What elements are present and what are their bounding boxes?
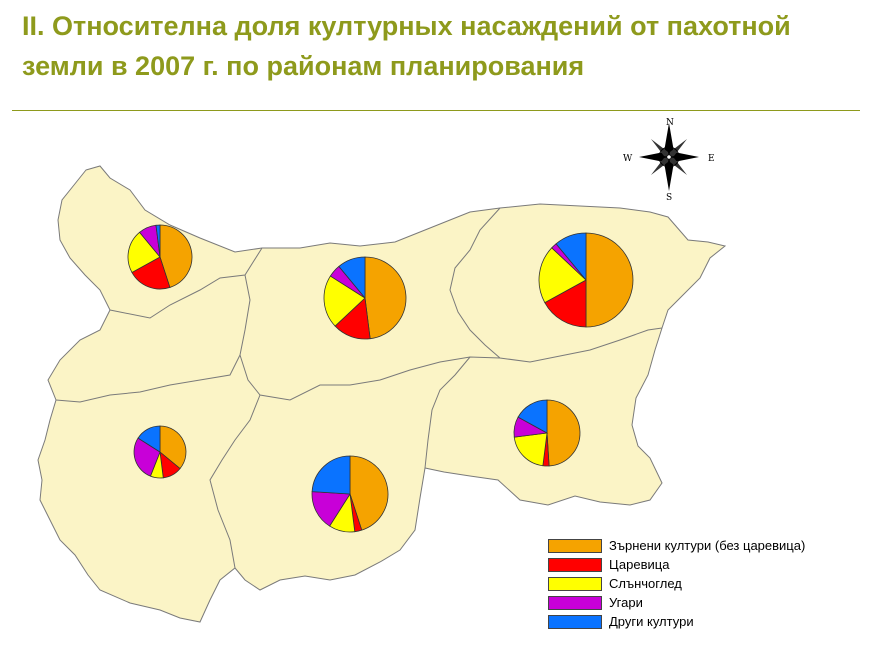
legend-item-maize: Царевица [548, 555, 868, 574]
pie-slice-grain [159, 425, 187, 470]
page-title: II. Относителна доля културных насаждени… [22, 6, 872, 86]
pie-slice-other [517, 399, 548, 434]
pie-chart-severen-centralen [323, 256, 407, 340]
pie-chart-yuzhen-centralen [311, 455, 389, 533]
title-line-2: земли в 2007 г. по районам планирования [22, 51, 585, 81]
pie-slice-grain [364, 256, 407, 340]
legend-label: Други култури [609, 614, 694, 629]
pie-slice-sunflower [538, 247, 587, 304]
pie-slice-grain [349, 455, 389, 531]
region-border [239, 274, 501, 401]
pie-slice-grain [546, 399, 581, 467]
legend-label: Угари [609, 595, 643, 610]
pie-slice-grain [159, 224, 193, 288]
legend-swatch [548, 614, 602, 629]
pie-slice-maize [544, 279, 587, 328]
region-border [55, 354, 241, 403]
compass-label-n: N [666, 118, 674, 128]
pie-slice-fallow [133, 437, 161, 477]
legend-swatch [548, 595, 602, 610]
region-border [209, 394, 261, 569]
pie-slice-other [338, 256, 366, 300]
pie-chart-severoiztochen [538, 232, 634, 328]
legend-swatch [548, 538, 602, 553]
legend-label: Слънчоглед [609, 576, 682, 591]
legend-item-other: Други култури [548, 612, 868, 631]
pie-slice-sunflower [513, 432, 548, 467]
legend-item-fallow: Угари [548, 593, 868, 612]
compass-label-s: S [666, 193, 672, 203]
title-divider [12, 110, 860, 111]
legend-swatch [548, 557, 602, 572]
pie-slice-maize [131, 256, 171, 290]
compass-rose-icon [639, 123, 699, 191]
pie-slice-other [555, 232, 587, 282]
pie-slice-other [311, 455, 351, 495]
compass-label-w: W [623, 154, 633, 164]
legend-label: Царевица [609, 557, 670, 572]
legend-label: Зърнени култури (без царевица) [609, 538, 806, 553]
pie-slice-grain [585, 232, 634, 328]
legend-item-sunflower: Слънчоглед [548, 574, 868, 593]
pie-chart-yugoiztochen [513, 399, 581, 467]
legend-item-grain: Зърнени култури (без царевица) [548, 536, 868, 555]
pies-layer [127, 224, 634, 533]
pie-chart-yugozapaden [133, 425, 187, 479]
pie-slice-sunflower [127, 231, 161, 273]
pie-slice-other [155, 224, 161, 258]
region-border [449, 207, 663, 363]
pie-slice-sunflower [323, 275, 366, 327]
pie-slice-other [137, 425, 161, 453]
compass-rose: N S E W [623, 118, 715, 203]
legend-swatch [548, 576, 602, 591]
compass-label-e: E [708, 154, 715, 164]
map-legend: Зърнени култури (без царевица) Царевица … [548, 536, 868, 631]
pie-chart-severozapaden [127, 224, 193, 290]
title-line-1: II. Относителна доля културных насаждени… [22, 11, 791, 41]
region-border [424, 356, 471, 469]
